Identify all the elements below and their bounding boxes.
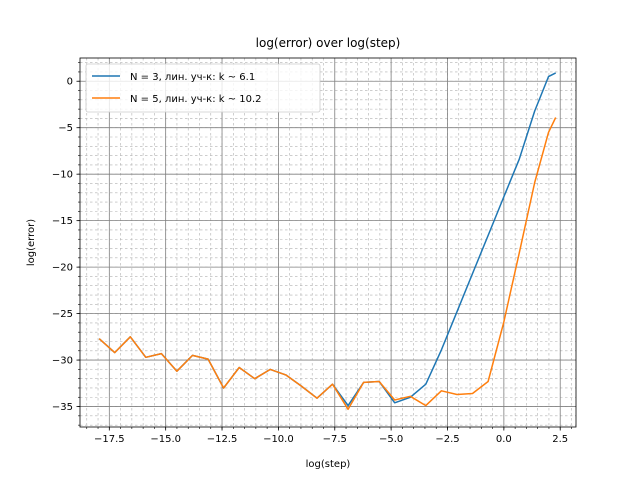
y-tick-label: 0 <box>67 77 73 88</box>
x-tick-label: −15.0 <box>150 434 181 445</box>
series-line-n5 <box>98 117 557 411</box>
x-tick-label: −7.5 <box>323 434 347 445</box>
x-axis-title: log(step) <box>306 459 351 470</box>
major-grid <box>80 58 576 427</box>
legend: N = 3, лин. уч-к: k ~ 6.1 N = 5, лин. уч… <box>85 63 321 113</box>
y-tick-label: −15 <box>52 216 73 227</box>
x-tick-label: −2.5 <box>435 434 459 445</box>
series-layer <box>98 72 557 411</box>
y-tick-label: −5 <box>58 123 73 134</box>
x-tick-label: −10.0 <box>263 434 294 445</box>
minor-grid <box>80 58 576 427</box>
plot-frame <box>79 57 577 428</box>
y-tick-label: −20 <box>52 263 73 274</box>
y-tick-label: −10 <box>52 170 73 181</box>
y-axis-ticks: −35 −30 −25 −20 −15 −10 −5 0 <box>52 62 80 426</box>
y-tick-label: −35 <box>52 402 73 413</box>
legend-label-n3: N = 3, лин. уч-к: k ~ 6.1 <box>130 72 255 83</box>
legend-box <box>85 63 321 113</box>
legend-label-n5: N = 5, лин. уч-к: k ~ 10.2 <box>130 94 262 105</box>
x-tick-label: −17.5 <box>94 434 125 445</box>
x-tick-label: 0.0 <box>496 434 512 445</box>
x-tick-label: 2.5 <box>552 434 568 445</box>
chart-title: log(error) over log(step) <box>256 36 401 50</box>
x-axis-ticks: −17.5 −15.0 −12.5 −10.0 −7.5 −5.0 −2.5 0.0 2.5 <box>86 427 572 445</box>
y-axis-title: log(error) <box>26 219 37 266</box>
x-tick-label: −5.0 <box>379 434 403 445</box>
y-tick-label: −30 <box>52 356 73 367</box>
x-tick-label: −12.5 <box>207 434 238 445</box>
y-tick-label: −25 <box>52 309 73 320</box>
